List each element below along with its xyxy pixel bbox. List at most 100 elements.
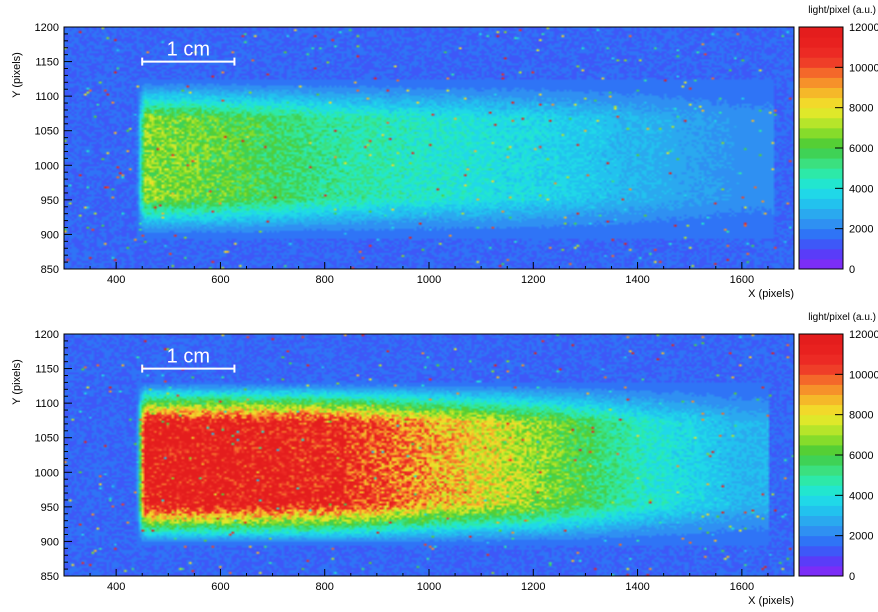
colorbar-swatch: [799, 465, 843, 476]
heatmap-image-top: [64, 27, 794, 269]
axes-bottom: 400 600 800 1000 1200 1400 1600 850 900 950 1000 10…: [35, 329, 795, 593]
x-tick-label: 1200: [521, 274, 545, 286]
colorbar-swatch: [799, 344, 843, 355]
scale-bar-bottom: 1 cm: [141, 346, 236, 373]
colorbar-tick-label: 4000: [849, 490, 873, 502]
colorbar-tick-label: 2000: [849, 531, 873, 543]
colorbar-tick-label: 6000: [849, 450, 873, 462]
colorbar-title: light/pixel (a.u.): [808, 312, 876, 323]
scale-bar-top: 1 cm: [141, 39, 236, 66]
y-axis-title: Y (pixels): [11, 359, 23, 405]
colorbar-swatch: [799, 475, 843, 486]
colorbar-swatch: [799, 258, 843, 270]
y-tick-label: 900: [41, 229, 59, 241]
colorbar-swatch: [799, 414, 843, 426]
colorbar-swatch: [799, 505, 843, 516]
colorbar-swatch: [799, 455, 843, 466]
heatmap-panel-top: 400 600 800 1000 1200 1400 1600 850 900 950 1000 10…: [0, 0, 878, 305]
colorbar-swatch: [799, 117, 843, 129]
colorbar-swatch: [799, 364, 843, 375]
scale-bar-label: 1 cm: [167, 39, 210, 61]
x-tick-label: 1400: [625, 274, 649, 286]
colorbar-swatch: [799, 248, 843, 260]
heatmap-image-bottom: [64, 334, 794, 576]
colorbar-swatch: [799, 87, 843, 99]
colorbar-swatch: [799, 424, 843, 436]
x-tick-label: 1200: [521, 581, 545, 593]
colorbar-swatch: [799, 37, 843, 48]
x-tick-label: 1600: [730, 581, 754, 593]
colorbar-swatch: [799, 565, 843, 577]
y-tick-label: 950: [41, 195, 59, 207]
colorbar-swatch: [799, 188, 843, 199]
y-tick-label: 850: [41, 264, 59, 276]
colorbar-swatch: [799, 228, 843, 240]
y-tick-label: 900: [41, 536, 59, 548]
x-tick-label: 800: [316, 581, 334, 593]
colorbar-tick-label: 6000: [849, 143, 873, 155]
colorbar-swatch: [799, 374, 843, 385]
colorbar-swatch: [799, 238, 843, 250]
colorbar-swatch: [799, 404, 843, 416]
colorbar-tick-label: 0: [849, 571, 855, 583]
x-tick-label: 400: [107, 274, 125, 286]
colorbar-tick-label: 12000: [849, 329, 878, 341]
colorbar-swatch: [799, 47, 843, 58]
colorbar-swatch: [799, 27, 843, 38]
heatmap-panel-bottom: 400 600 800 1000 1200 1400 1600 850 900 950 1000 10…: [0, 307, 878, 612]
colorbar-swatch: [799, 67, 843, 78]
x-tick-label: 1600: [730, 274, 754, 286]
colorbar-swatch: [799, 148, 843, 159]
y-tick-label: 1150: [35, 57, 59, 69]
x-tick-label: 1000: [417, 581, 441, 593]
colorbar-swatch: [799, 97, 843, 109]
colorbar-swatch: [799, 107, 843, 119]
y-tick-label: 1050: [35, 433, 59, 445]
colorbar-swatch: [799, 555, 843, 567]
colorbar-tick-label: 12000: [849, 22, 878, 34]
colorbar-swatch: [799, 334, 843, 345]
colorbar-tick-label: 4000: [849, 183, 873, 195]
colorbar-swatch: [799, 495, 843, 506]
x-tick-label: 600: [211, 581, 229, 593]
x-tick-label: 1400: [625, 581, 649, 593]
colorbar-tick-label: 2000: [849, 224, 873, 236]
x-axis-title: X (pixels): [748, 595, 794, 607]
y-tick-label: 1050: [35, 126, 59, 138]
colorbar-swatch: [799, 168, 843, 179]
colorbar-swatch: [799, 525, 843, 537]
x-tick-label: 400: [107, 581, 125, 593]
x-axis-title: X (pixels): [748, 288, 794, 300]
heatmap-chart-top: 400 600 800 1000 1200 1400 1600 850 900 950 1000 10…: [11, 5, 878, 300]
colorbar-title: light/pixel (a.u.): [808, 5, 876, 16]
y-tick-label: 1150: [35, 364, 59, 376]
colorbar-swatch: [799, 384, 843, 395]
colorbar-swatch: [799, 178, 843, 189]
colorbar-tick-label: 8000: [849, 410, 873, 422]
heatmap-chart-bottom: 400 600 800 1000 1200 1400 1600 850 900 950 1000 10…: [11, 312, 878, 607]
y-tick-label: 1100: [35, 398, 59, 410]
colorbar-swatch: [799, 137, 843, 149]
colorbar-swatch: [799, 158, 843, 169]
colorbar-swatch: [799, 434, 843, 446]
y-tick-label: 950: [41, 502, 59, 514]
colorbar-swatch: [799, 218, 843, 230]
colorbar-tick-label: 10000: [849, 62, 878, 74]
colorbar-swatch: [799, 127, 843, 139]
colorbar-swatch: [799, 198, 843, 209]
y-tick-label: 1000: [35, 467, 59, 479]
scale-bar-label: 1 cm: [167, 346, 210, 368]
y-tick-label: 850: [41, 571, 59, 583]
axes-top: 400 600 800 1000 1200 1400 1600 850 900 950 1000 10…: [35, 22, 795, 286]
y-tick-label: 1100: [35, 91, 59, 103]
colorbar-swatch: [799, 515, 843, 527]
colorbar-tick-label: 0: [849, 264, 855, 276]
colorbar-top: 0 2000 4000 6000 8000 10000 12000: [798, 22, 878, 276]
x-tick-label: 1000: [417, 274, 441, 286]
colorbar-swatch: [799, 57, 843, 68]
colorbar-swatch: [799, 394, 843, 406]
colorbar-tick-label: 8000: [849, 103, 873, 115]
x-tick-label: 600: [211, 274, 229, 286]
y-tick-label: 1200: [35, 22, 59, 34]
colorbar-swatch: [799, 535, 843, 547]
